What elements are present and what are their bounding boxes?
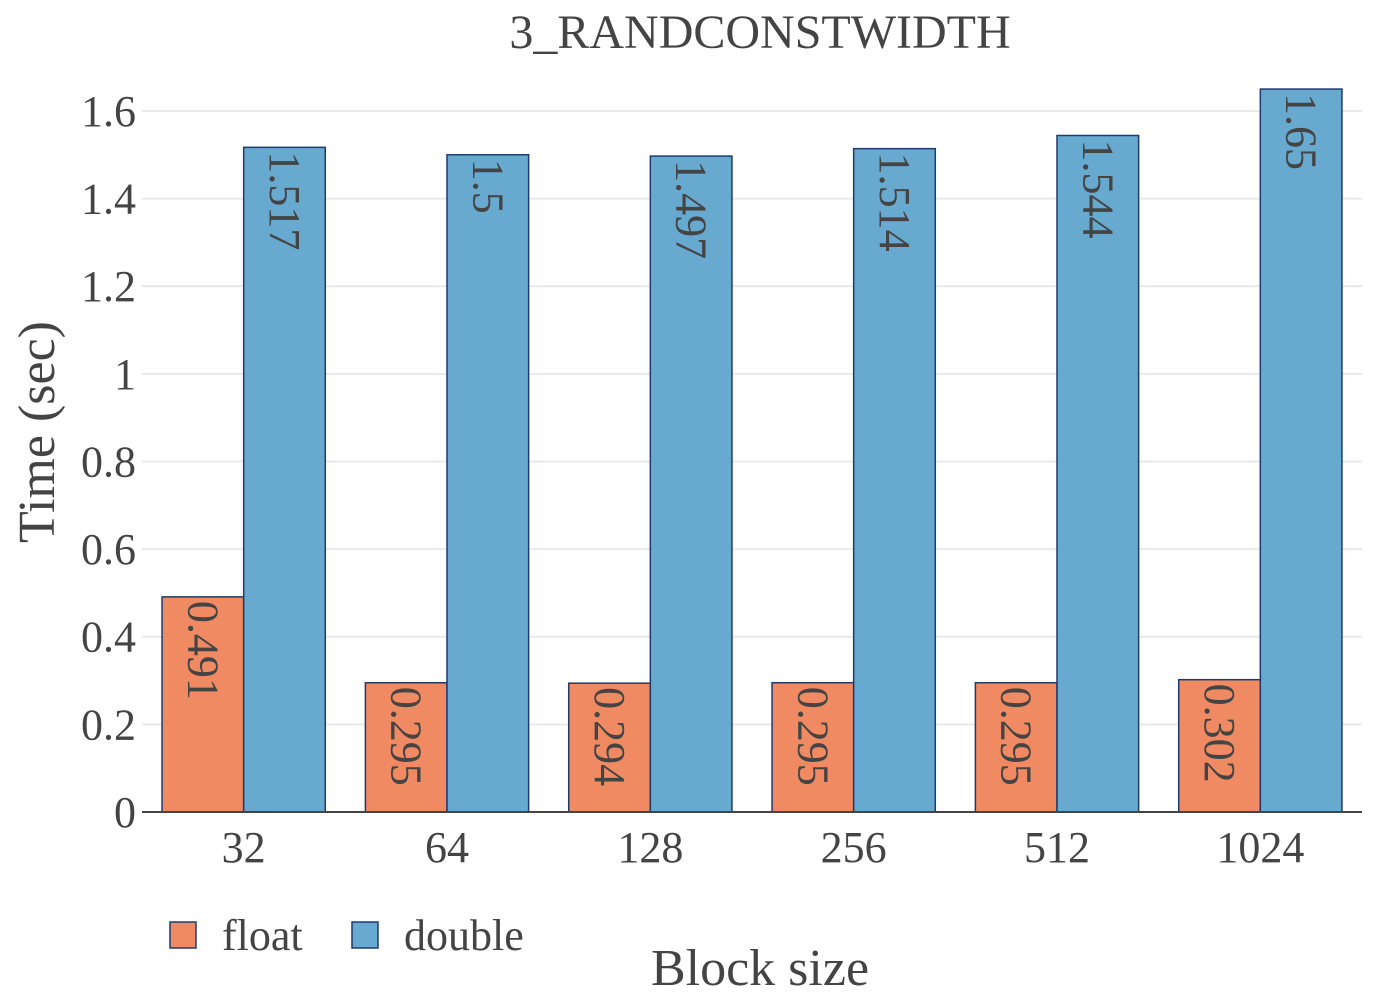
legend-label-float: float — [222, 911, 303, 960]
y-tick-label: 0.6 — [81, 525, 136, 574]
bar-float-32 — [161, 596, 245, 813]
legend: float double — [169, 911, 524, 960]
bar-value-label: 1.65 — [1277, 93, 1326, 170]
bar-value-label: 0.295 — [788, 687, 837, 786]
y-tick-label: 1.6 — [81, 87, 136, 136]
bar-value-label: 1.544 — [1073, 139, 1122, 238]
legend-label-double: double — [404, 911, 524, 960]
bar-value-labels: 0.491 1.517 0.295 1.5 0.294 1.497 0.295 1.514 0.… — [178, 93, 1325, 786]
y-tick-label: 1.4 — [81, 175, 136, 224]
legend-swatch-double — [351, 921, 379, 949]
bar-double-32 — [242, 146, 327, 813]
bar-value-label: 0.295 — [992, 687, 1041, 786]
bar-value-label: 1.514 — [870, 153, 919, 252]
legend-swatch-float — [169, 921, 197, 949]
bar-float-256 — [771, 681, 855, 813]
chart-title: 3_RANDCONSTWIDTH — [509, 6, 1010, 59]
bar-value-label: 0.294 — [585, 687, 634, 786]
y-tick-label: 0.4 — [81, 613, 136, 662]
bar-value-label: 1.5 — [463, 159, 512, 214]
x-tick-label: 256 — [821, 823, 887, 872]
bar-value-label: 1.517 — [260, 151, 309, 250]
y-tick-label: 1.2 — [81, 262, 136, 311]
bar-double-128 — [649, 155, 733, 813]
bar-float-512 — [974, 681, 1058, 813]
y-gridlines — [142, 109, 1362, 726]
x-tick-label: 512 — [1024, 823, 1090, 872]
x-axis-title: Block size — [651, 940, 869, 997]
bar-value-label: 0.302 — [1195, 684, 1244, 783]
x-tick-label: 64 — [425, 823, 469, 872]
y-tick-label: 0.8 — [81, 437, 136, 486]
y-axis-title: Time (sec) — [9, 321, 66, 543]
x-tick-label: 32 — [222, 823, 266, 872]
y-tick-label: 0.2 — [81, 700, 136, 749]
x-tick-label: 128 — [617, 823, 683, 872]
y-tick-label: 0 — [114, 788, 136, 837]
bar-value-label: 0.295 — [382, 687, 431, 786]
x-tick-label: 1024 — [1216, 823, 1304, 872]
y-tick-label: 1 — [114, 350, 136, 399]
bar-double-64 — [446, 154, 530, 813]
x-axis-ticks: 32 64 128 256 512 1024 — [222, 823, 1305, 872]
y-axis-ticks: 0 0.2 0.4 0.6 0.8 1 1.2 1.4 1.6 — [81, 87, 136, 837]
bar-double-256 — [852, 147, 937, 813]
bars — [161, 88, 1343, 813]
bar-value-label: 1.497 — [667, 160, 716, 259]
bar-value-label: 0.491 — [178, 601, 227, 700]
bar-double-1024 — [1259, 88, 1343, 813]
